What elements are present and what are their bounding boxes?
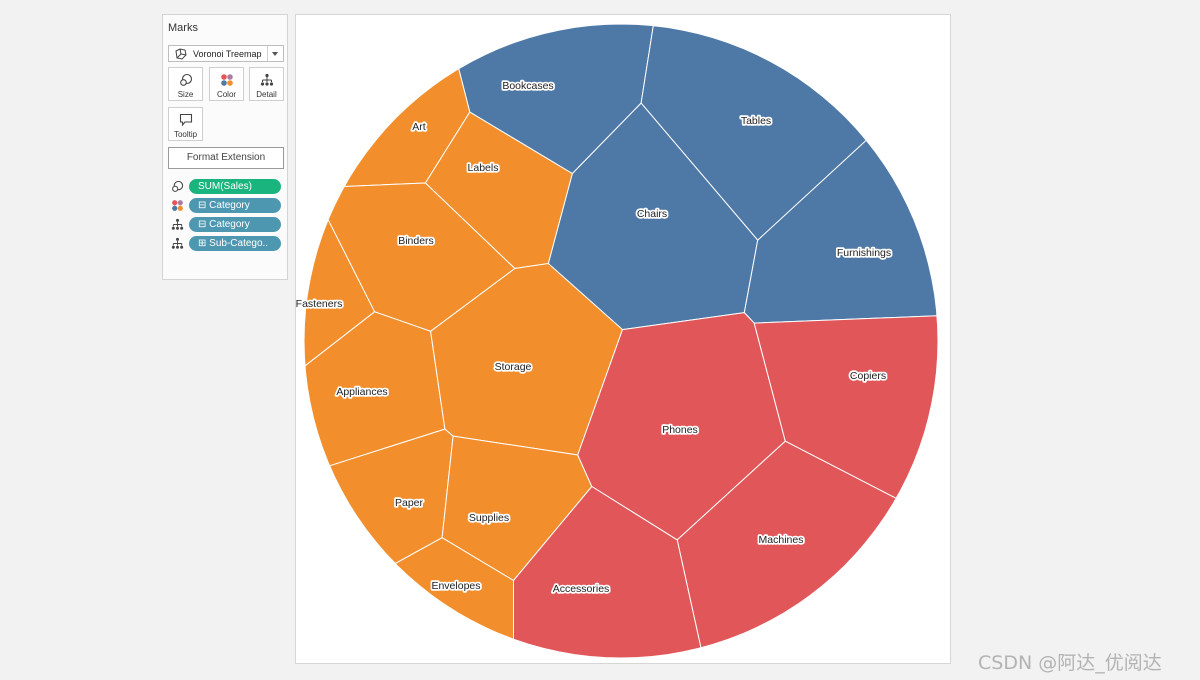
label-fasteners: Fasteners xyxy=(296,298,342,310)
label-envelopes: Envelopes xyxy=(431,580,480,592)
label-machines: Machines xyxy=(759,534,804,546)
label-supplies: Supplies xyxy=(469,512,509,524)
watermark: CSDN @阿达_优阅达 xyxy=(978,652,1162,674)
label-labels: Labels xyxy=(468,162,499,174)
size-button[interactable]: Size xyxy=(168,67,203,101)
cell-tables[interactable] xyxy=(640,25,867,241)
detail-icon xyxy=(260,73,274,86)
field-row-sum-sales: SUM(Sales) xyxy=(171,179,283,194)
field-row-subcategory-detail: ⊞ Sub-Catego.. xyxy=(171,236,283,251)
cell-furnishings[interactable] xyxy=(743,139,938,324)
detail-button-label: Detail xyxy=(256,90,277,99)
detail-icon xyxy=(171,218,184,230)
label-bookcases: Bookcases xyxy=(502,80,553,92)
label-chairs: Chairs xyxy=(637,208,667,220)
color-button[interactable]: Color xyxy=(209,67,244,101)
detail-icon xyxy=(171,237,184,249)
field-row-category-detail: ⊟ Category xyxy=(171,217,283,232)
cell-machines[interactable] xyxy=(676,440,897,649)
cell-fasteners[interactable] xyxy=(303,218,376,367)
size-icon xyxy=(172,180,184,192)
color-icon xyxy=(172,200,183,211)
marks-title: Marks xyxy=(168,22,198,34)
tooltip-button[interactable]: Tooltip xyxy=(168,107,203,141)
voronoi-treemap: Bookcases Tables Chairs Furnishings Art Label… xyxy=(296,23,939,659)
chevron-down-icon[interactable] xyxy=(267,46,283,61)
voronoi-icon xyxy=(175,48,187,60)
format-extension-button[interactable]: Format Extension xyxy=(168,147,284,169)
label-accessories: Accessories xyxy=(553,583,610,595)
tooltip-icon xyxy=(179,113,193,127)
marks-card: Marks Voronoi Treemap Size Color xyxy=(162,14,288,280)
mark-type-dropdown[interactable]: Voronoi Treemap xyxy=(168,45,284,62)
label-furnishings: Furnishings xyxy=(837,247,891,259)
voronoi-cells xyxy=(303,23,939,659)
subcategory-detail-pill[interactable]: ⊞ Sub-Catego.. xyxy=(189,236,281,251)
label-tables: Tables xyxy=(741,115,771,127)
color-icon xyxy=(221,74,233,86)
field-row-category-color: ⊟ Category xyxy=(171,198,283,213)
label-appliances: Appliances xyxy=(336,386,387,398)
cell-accessories[interactable] xyxy=(513,485,702,659)
voronoi-labels: Bookcases Tables Chairs Furnishings Art Label… xyxy=(296,78,893,597)
size-button-label: Size xyxy=(177,90,194,99)
cell-art[interactable] xyxy=(343,67,471,188)
tooltip-button-label: Tooltip xyxy=(173,130,198,139)
size-icon xyxy=(180,73,193,86)
category-detail-pill[interactable]: ⊟ Category xyxy=(189,217,281,232)
category-color-pill[interactable]: ⊟ Category xyxy=(189,198,281,213)
label-copiers: Copiers xyxy=(850,370,886,382)
sum-sales-pill[interactable]: SUM(Sales) xyxy=(189,179,281,194)
label-paper: Paper xyxy=(395,497,424,509)
label-art: Art xyxy=(412,121,426,133)
label-phones: Phones xyxy=(662,424,698,436)
label-binders: Binders xyxy=(398,235,434,247)
color-button-label: Color xyxy=(216,90,237,99)
cell-copiers[interactable] xyxy=(753,315,939,499)
detail-button[interactable]: Detail xyxy=(249,67,284,101)
label-storage: Storage xyxy=(495,361,532,373)
cell-envelopes[interactable] xyxy=(394,537,514,640)
voronoi-treemap-viz: Bookcases Tables Chairs Furnishings Art Label… xyxy=(295,14,951,664)
mark-type-label: Voronoi Treemap xyxy=(193,49,262,59)
